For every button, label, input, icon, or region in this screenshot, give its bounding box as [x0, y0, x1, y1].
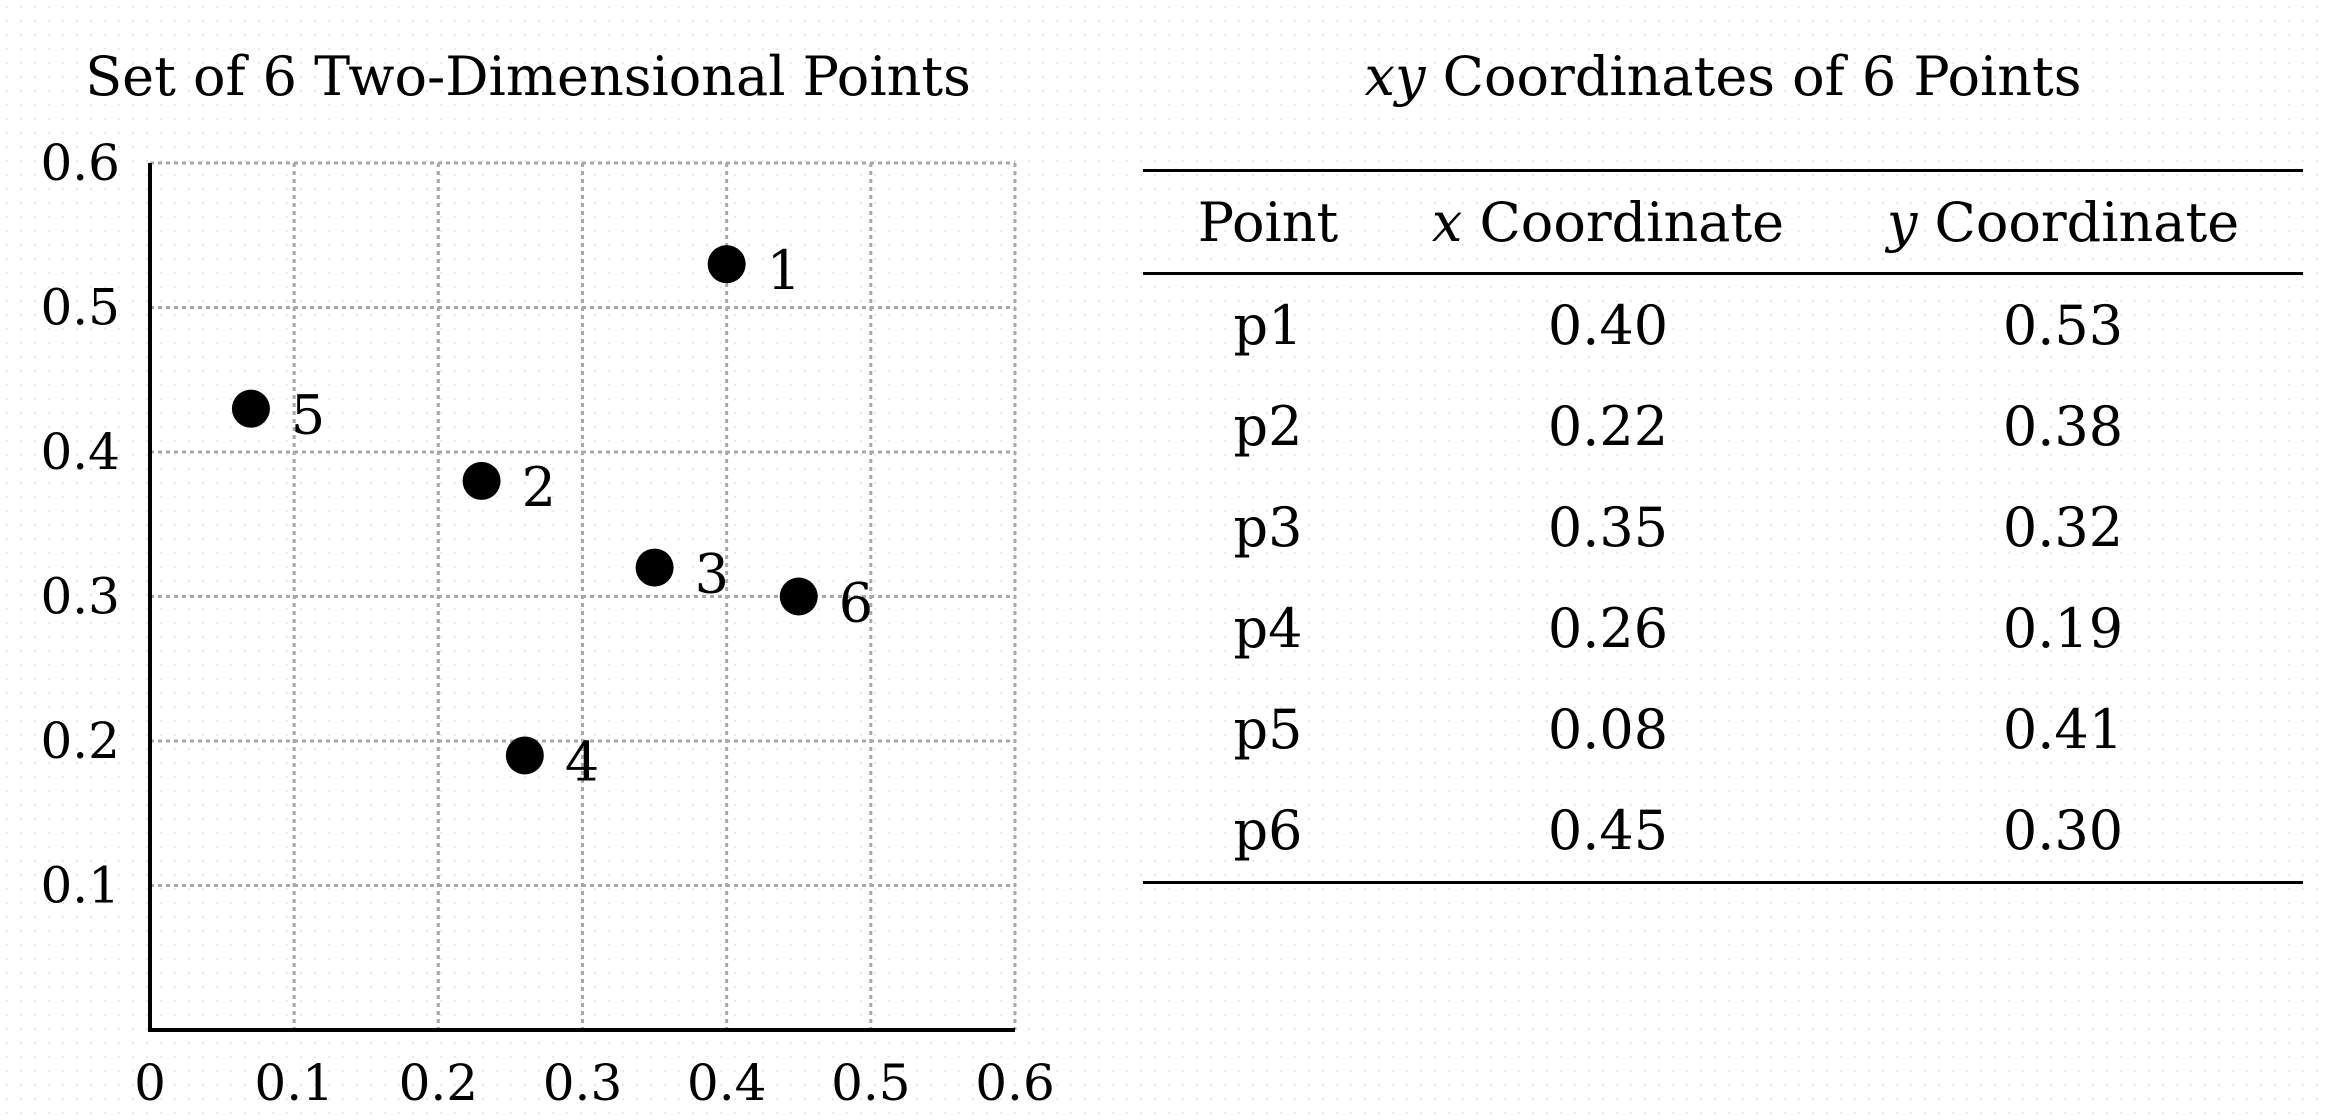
data-point — [231, 389, 270, 428]
data-point — [779, 577, 818, 616]
header-y-coordinate: y Coordinate — [1823, 169, 2303, 275]
cell-x: 0.08 — [1547, 698, 1669, 761]
point-label: 3 — [695, 543, 729, 606]
x-tick-label: 0.4 — [687, 1054, 767, 1112]
cell-point: p6 — [1143, 780, 1393, 884]
table-row: p6 0.45 0.30 — [1143, 780, 2303, 884]
point-label: 4 — [565, 730, 599, 793]
data-point — [462, 461, 501, 500]
y-tick-label: 0.4 — [40, 423, 120, 481]
cell-x: 0.35 — [1547, 496, 1669, 559]
y-tick-label: 0.5 — [40, 279, 120, 337]
header-x-coordinate: x Coordinate — [1393, 169, 1823, 275]
cell-point: p4 — [1233, 597, 1303, 660]
table-title-text: Coordinates of 6 Points — [1425, 45, 2082, 108]
cell-point: p1 — [1233, 294, 1303, 357]
x-tick-label: 0.3 — [543, 1054, 623, 1112]
cell-point: p2 — [1233, 395, 1303, 458]
y-tick-label: 0.2 — [40, 712, 120, 770]
header-x-text: Coordinate — [1462, 190, 1785, 254]
table-row: p5 0.08 0.41 — [1143, 679, 2303, 780]
point-label: 6 — [839, 572, 873, 635]
table-row: p1 0.40 0.53 — [1143, 274, 2303, 377]
cell-x: 0.22 — [1547, 395, 1669, 458]
x-tick-label: 0 — [134, 1054, 166, 1112]
table-header-row: Point x Coordinate y Coordinate — [1143, 169, 2303, 275]
header-x-var: x — [1431, 190, 1463, 254]
chart-title: Set of 6 Two-Dimensional Points — [85, 45, 971, 108]
y-tick-label: 0.1 — [40, 857, 120, 915]
point-label: 5 — [291, 384, 325, 447]
cell-x: 0.45 — [1393, 780, 1823, 884]
data-point — [707, 245, 746, 284]
header-point: Point — [1143, 169, 1393, 275]
x-tick-label: 0.5 — [831, 1054, 911, 1112]
table-row: p3 0.35 0.32 — [1143, 477, 2303, 578]
y-tick-label: 0.3 — [40, 568, 120, 626]
x-tick-label: 0.6 — [975, 1054, 1055, 1112]
cell-point: p3 — [1233, 496, 1303, 559]
scatter-chart: Set of 6 Two-Dimensional Points 0 0.1 0.2 0… — [0, 0, 1100, 1120]
cell-y: 0.19 — [2002, 597, 2124, 660]
header-y-text: Coordinate — [1917, 190, 2240, 254]
cell-y: 0.32 — [2002, 496, 2124, 559]
table-row: p2 0.22 0.38 — [1143, 376, 2303, 477]
cell-y: 0.30 — [1823, 780, 2303, 884]
cell-x: 0.40 — [1547, 294, 1669, 357]
x-tick-label: 0.1 — [254, 1054, 334, 1112]
table-row: p4 0.26 0.19 — [1143, 578, 2303, 679]
cell-y: 0.41 — [2002, 698, 2124, 761]
table-title: xy Coordinates of 6 Points — [1143, 42, 2303, 112]
point-label: 1 — [767, 239, 801, 302]
coordinates-table-panel: xy Coordinates of 6 Points Point x Coord… — [1143, 0, 2303, 1120]
cell-y: 0.53 — [2002, 294, 2124, 357]
x-tick-label: 0.2 — [399, 1054, 479, 1112]
data-point — [635, 548, 674, 587]
scatter-plot: 0 0.1 0.2 0.3 0.4 0.5 0.6 0.1 0.2 0.3 0.4 0.5 0.6 1 2 3… — [40, 134, 1055, 1112]
data-point — [505, 736, 544, 775]
coordinates-table: Point x Coordinate y Coordinate p1 0.40 … — [1143, 169, 2303, 884]
cell-point: p5 — [1233, 698, 1303, 761]
cell-y: 0.38 — [2002, 395, 2124, 458]
table-title-vars: xy — [1364, 45, 1426, 108]
cell-x: 0.26 — [1547, 597, 1669, 660]
point-label: 2 — [522, 456, 556, 519]
y-tick-label: 0.6 — [40, 134, 120, 192]
header-y-var: y — [1886, 190, 1918, 254]
